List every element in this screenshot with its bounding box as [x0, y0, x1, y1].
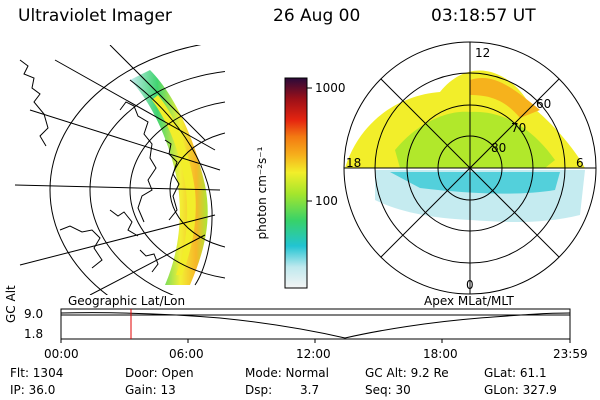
- apex-panel-caption: Apex MLat/MLT: [424, 294, 514, 308]
- altitude-curve: [60, 312, 571, 339]
- mlt-label-18: 18: [346, 156, 362, 170]
- time-tick-0000: 00:00: [44, 347, 79, 361]
- date-label: 26 Aug 00: [273, 6, 361, 26]
- altitude-ylabel: GC Alt: [4, 285, 18, 323]
- gc-altitude: GC Alt: 9.2 Re: [365, 366, 449, 380]
- altitude-ytick-1-8: 1.8: [24, 327, 44, 341]
- mlt-label-6: 6: [576, 156, 584, 170]
- colorbar-gradient: [284, 77, 308, 289]
- mlat-label-60: 60: [536, 97, 552, 111]
- ip-value: IP: 36.0: [10, 383, 56, 397]
- sequence-value: Seq: 30: [365, 383, 411, 397]
- dsp-label: Dsp:: [245, 383, 273, 397]
- altitude-x-ticks: [60, 339, 571, 343]
- altitude-ytick-9: 9.0: [24, 307, 44, 321]
- time-tick-1800: 18:00: [423, 347, 458, 361]
- geo-map-content: [14, 45, 225, 295]
- aurora-bright-core: [152, 95, 196, 275]
- lat-lon-grid: [14, 45, 225, 295]
- mlat-label-80: 80: [491, 141, 507, 155]
- dsp-value: 3.7: [300, 383, 320, 397]
- geo-panel-caption: Geographic Lat/Lon: [68, 294, 186, 308]
- apex-emission: [345, 70, 585, 223]
- time-tick-1200: 12:00: [296, 347, 331, 361]
- mlt-label-0: 0: [466, 278, 474, 292]
- apex-aurora-inner: [395, 111, 555, 168]
- mode-value: Mode: Normal: [245, 366, 329, 380]
- instrument-title: Ultraviolet Imager: [18, 6, 172, 26]
- door-status: Door: Open: [125, 366, 194, 380]
- time-tick-0600: 06:00: [169, 347, 204, 361]
- apex-aurora-teal: [390, 172, 560, 194]
- mlt-label-12: 12: [475, 46, 491, 60]
- mlat-label-70: 70: [511, 121, 527, 135]
- colorbar-tick-label-1000: 1000: [315, 81, 346, 95]
- time-label: 03:18:57 UT: [431, 6, 536, 26]
- fov-boundary: [129, 79, 213, 286]
- apex-aurora-peak: [470, 78, 540, 118]
- geo-longitude: GLon: 327.9: [484, 383, 557, 397]
- time-tick-2359: 23:59: [553, 347, 588, 361]
- apex-grid: [343, 41, 597, 295]
- gain-value: Gain: 13: [125, 383, 176, 397]
- flight-number: Flt: 1304: [10, 366, 64, 380]
- geo-latitude: GLat: 61.1: [484, 366, 547, 380]
- colorbar-tick-label-100: 100: [315, 194, 338, 208]
- coastlines: [19, 59, 180, 273]
